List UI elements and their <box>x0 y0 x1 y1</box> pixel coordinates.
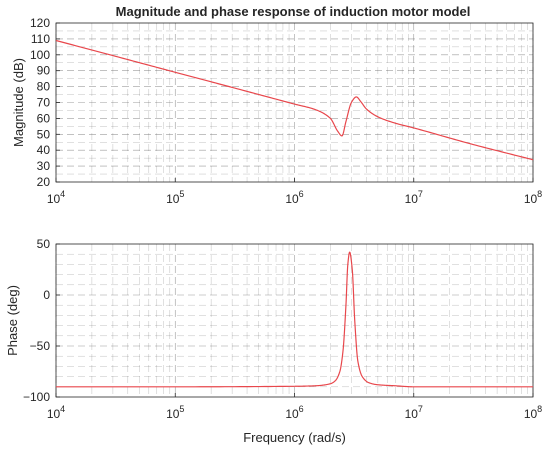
magnitude-y-tick-label: 120 <box>30 16 50 30</box>
magnitude-x-tick-label: 105 <box>166 189 184 206</box>
phase-x-tick-label: 108 <box>524 404 542 421</box>
magnitude-y-tick-label: 40 <box>37 143 51 157</box>
phase-y-tick-label: −100 <box>23 390 50 404</box>
phase-x-tick-label: 106 <box>285 404 303 421</box>
phase-x-tick-label: 107 <box>405 404 423 421</box>
magnitude-x-tick-label: 104 <box>47 189 65 206</box>
magnitude-y-tick-label: 90 <box>37 64 51 78</box>
magnitude-y-tick-label: 70 <box>37 96 51 110</box>
magnitude-x-tick-label: 106 <box>285 189 303 206</box>
magnitude-y-tick-label: 60 <box>37 111 51 125</box>
phase-y-tick-label: 0 <box>43 288 50 302</box>
magnitude-y-axis-label: Magnitude (dB) <box>11 58 26 147</box>
x-axis-label: Frequency (rad/s) <box>243 430 346 445</box>
phase-axes: 104 105 106 107 108 −100 −50 0 50 Phase (deg) F… <box>5 237 542 445</box>
phase-curve <box>56 251 533 388</box>
phase-y-axis-label: Phase (deg) <box>5 285 20 356</box>
phase-y-tick-label: 50 <box>37 237 51 251</box>
chart-title: Magnitude and phase response of inductio… <box>116 4 471 19</box>
magnitude-curve <box>55 39 534 161</box>
magnitude-y-tick-label: 20 <box>37 175 51 189</box>
magnitude-x-tick-label: 108 <box>524 189 542 206</box>
magnitude-y-tick-label: 80 <box>37 80 51 94</box>
phase-x-tick-label: 105 <box>166 404 184 421</box>
magnitude-y-tick-label: 100 <box>30 48 50 62</box>
magnitude-y-tick-label: 50 <box>37 127 51 141</box>
magnitude-y-tick-label: 110 <box>31 32 50 46</box>
phase-x-tick-label: 104 <box>47 404 65 421</box>
magnitude-y-tick-label: 30 <box>37 159 51 173</box>
phase-y-tick-label: −50 <box>30 339 51 353</box>
magnitude-x-tick-label: 107 <box>405 189 423 206</box>
